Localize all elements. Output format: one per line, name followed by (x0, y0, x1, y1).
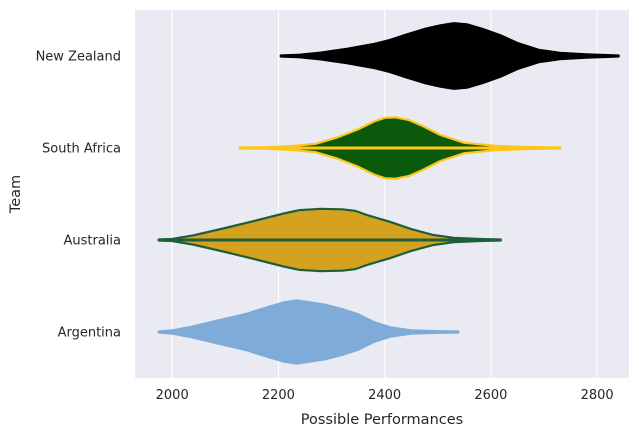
y-tick-labels: New Zealand South Africa Australia Argentin… (36, 50, 121, 341)
x-tick-label: 2200 (262, 388, 295, 403)
y-tick-label: Argentina (58, 326, 121, 341)
y-axis-label: Team (8, 175, 24, 214)
plot-background (135, 10, 629, 378)
x-tick-label: 2400 (368, 388, 401, 403)
x-tick-label: 2800 (581, 388, 614, 403)
x-axis-label: Possible Performances (301, 412, 463, 428)
x-tick-label: 2600 (474, 388, 507, 403)
y-tick-label: South Africa (42, 142, 121, 157)
x-tick-label: 2000 (156, 388, 189, 403)
violins (157, 22, 620, 365)
y-tick-label: New Zealand (36, 50, 121, 65)
y-tick-label: Australia (63, 234, 121, 249)
x-tick-labels: 2000 2200 2400 2600 2800 (156, 388, 614, 403)
